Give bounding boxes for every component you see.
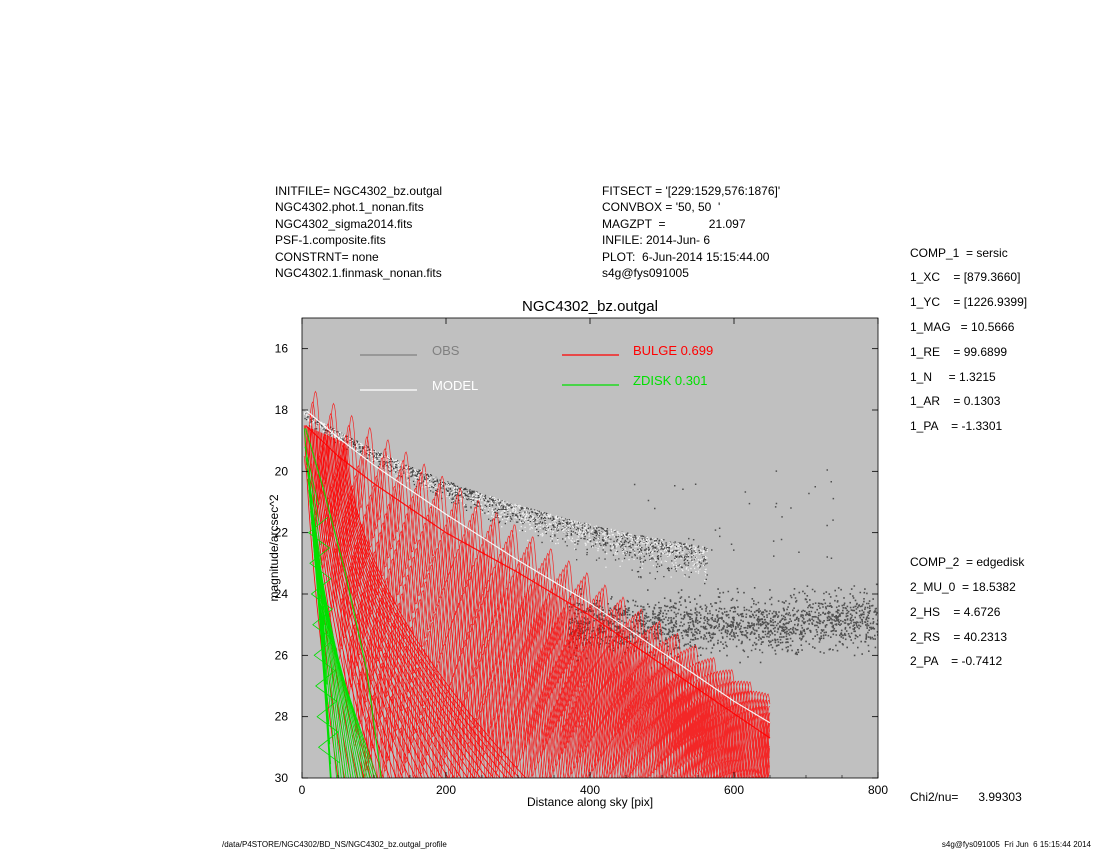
footer-stamp: s4g@fys091005 Fri Jun 6 15:15:44 2014 xyxy=(941,840,1091,849)
header-left-line: NGC4302.1.finmask_nonan.fits xyxy=(275,266,442,281)
header-left-line: NGC4302.phot.1_nonan.fits xyxy=(275,200,424,215)
comp2-param-line: 2_RS = 40.2313 xyxy=(910,629,1008,644)
fit-parameters-panel: COMP_1 = sersic 1_XC = [879.3660] 1_YC = [… xyxy=(910,191,1027,835)
header-mid-line: s4g@fys091005 xyxy=(602,266,689,281)
comp1-param-line: 1_N = 1.3215 xyxy=(910,369,996,384)
comp1-param-line: COMP_1 = sersic xyxy=(910,245,1008,260)
comp1-param-line: 1_PA = -1.3301 xyxy=(910,419,1003,434)
y-tick-label: 28 xyxy=(275,710,289,724)
legend-label: BULGE 0.699 xyxy=(633,343,713,358)
outer-point-cloud xyxy=(568,583,878,669)
legend-label: ZDISK 0.301 xyxy=(633,373,707,388)
chi2-value: Chi2/nu= 3.99303 xyxy=(910,790,1022,805)
bulge-model-band xyxy=(303,390,771,778)
legend-label: MODEL xyxy=(432,378,478,393)
y-tick-label: 26 xyxy=(275,648,289,662)
header-mid-line: INFILE: 2014-Jun- 6 xyxy=(602,233,711,248)
comp1-param-line: 1_MAG = 10.5666 xyxy=(910,319,1015,334)
series-line-1 xyxy=(305,409,771,724)
comp1-param-line: 1_YC = [1226.9399] xyxy=(910,295,1028,310)
y-tick-label: 22 xyxy=(275,526,289,540)
comp2-param-line: COMP_2 = edgedisk xyxy=(910,555,1025,570)
x-tick-label: 0 xyxy=(299,783,306,797)
header-left-line: CONSTRNT= none xyxy=(275,249,379,264)
comp1-parameters: COMP_1 = sersic 1_XC = [879.3660] 1_YC = [… xyxy=(910,241,1027,439)
series-line-3 xyxy=(305,428,382,778)
comp2-param-line: 2_HS = 4.6726 xyxy=(910,604,1001,619)
zdisk-zigzag xyxy=(307,516,340,764)
x-tick-label: 400 xyxy=(580,783,600,797)
header-left-line: PSF-1.composite.fits xyxy=(275,233,386,248)
y-tick-label: 18 xyxy=(275,403,289,417)
x-axis-label: Distance along sky [pix] xyxy=(527,795,653,809)
chart-marks xyxy=(303,390,878,778)
chart-legend: OBS MODEL BULGE 0.699 ZDISK 0.301 xyxy=(360,343,713,393)
y-tick-label: 24 xyxy=(275,587,289,601)
header-left-info: INITFILE= NGC4302_bz.outgal NGC4302.phot.… xyxy=(275,183,442,281)
header-mid-line: FITSECT = '[229:1529,576:1876]' xyxy=(602,184,781,198)
header-mid-line: CONVBOX = '50, 50 ' xyxy=(602,200,721,215)
x-tick-label: 600 xyxy=(724,783,744,797)
zdisk-lines xyxy=(303,428,378,778)
header-left-line: INITFILE= NGC4302_bz.outgal xyxy=(275,184,443,198)
footer-path: /data/P4STORE/NGC4302/BD_NS/NGC4302_bz.o… xyxy=(222,840,447,849)
comp1-param-line: 1_RE = 99.6899 xyxy=(910,344,1008,359)
comp2-parameters: COMP_2 = edgedisk 2_MU_0 = 18.5382 2_HS = … xyxy=(910,550,1027,674)
comp2-param-line: 2_MU_0 = 18.5382 xyxy=(910,579,1016,594)
chart-title: NGC4302_bz.outgal xyxy=(522,298,658,315)
comp1-param-line: 1_AR = 0.1303 xyxy=(910,394,1001,409)
header-left-line: NGC4302_sigma2014.fits xyxy=(275,216,413,231)
y-tick-label: 16 xyxy=(275,342,289,356)
x-tick-label: 800 xyxy=(868,783,888,797)
header-mid-line: PLOT: 6-Jun-2014 15:15:44.00 xyxy=(602,249,770,264)
y-axis-label: magnitude/arcsec^2 xyxy=(267,494,281,601)
header-mid-line: MAGZPT = 21.097 xyxy=(602,216,746,231)
legend-label: OBS xyxy=(432,343,460,358)
comp1-param-line: 1_XC = [879.3660] xyxy=(910,270,1021,285)
chart-axes: 0 200 400 600 800 16 18 20 22 24 26 28 30 xyxy=(275,317,888,797)
comp2-param-line: 2_PA = -0.7412 xyxy=(910,654,1003,669)
header-mid-info: FITSECT = '[229:1529,576:1876]' CONVBOX =… xyxy=(602,183,780,281)
y-tick-label: 30 xyxy=(275,771,289,785)
y-tick-label: 20 xyxy=(275,464,289,478)
series-line-2 xyxy=(305,424,771,739)
x-tick-label: 200 xyxy=(436,783,456,797)
